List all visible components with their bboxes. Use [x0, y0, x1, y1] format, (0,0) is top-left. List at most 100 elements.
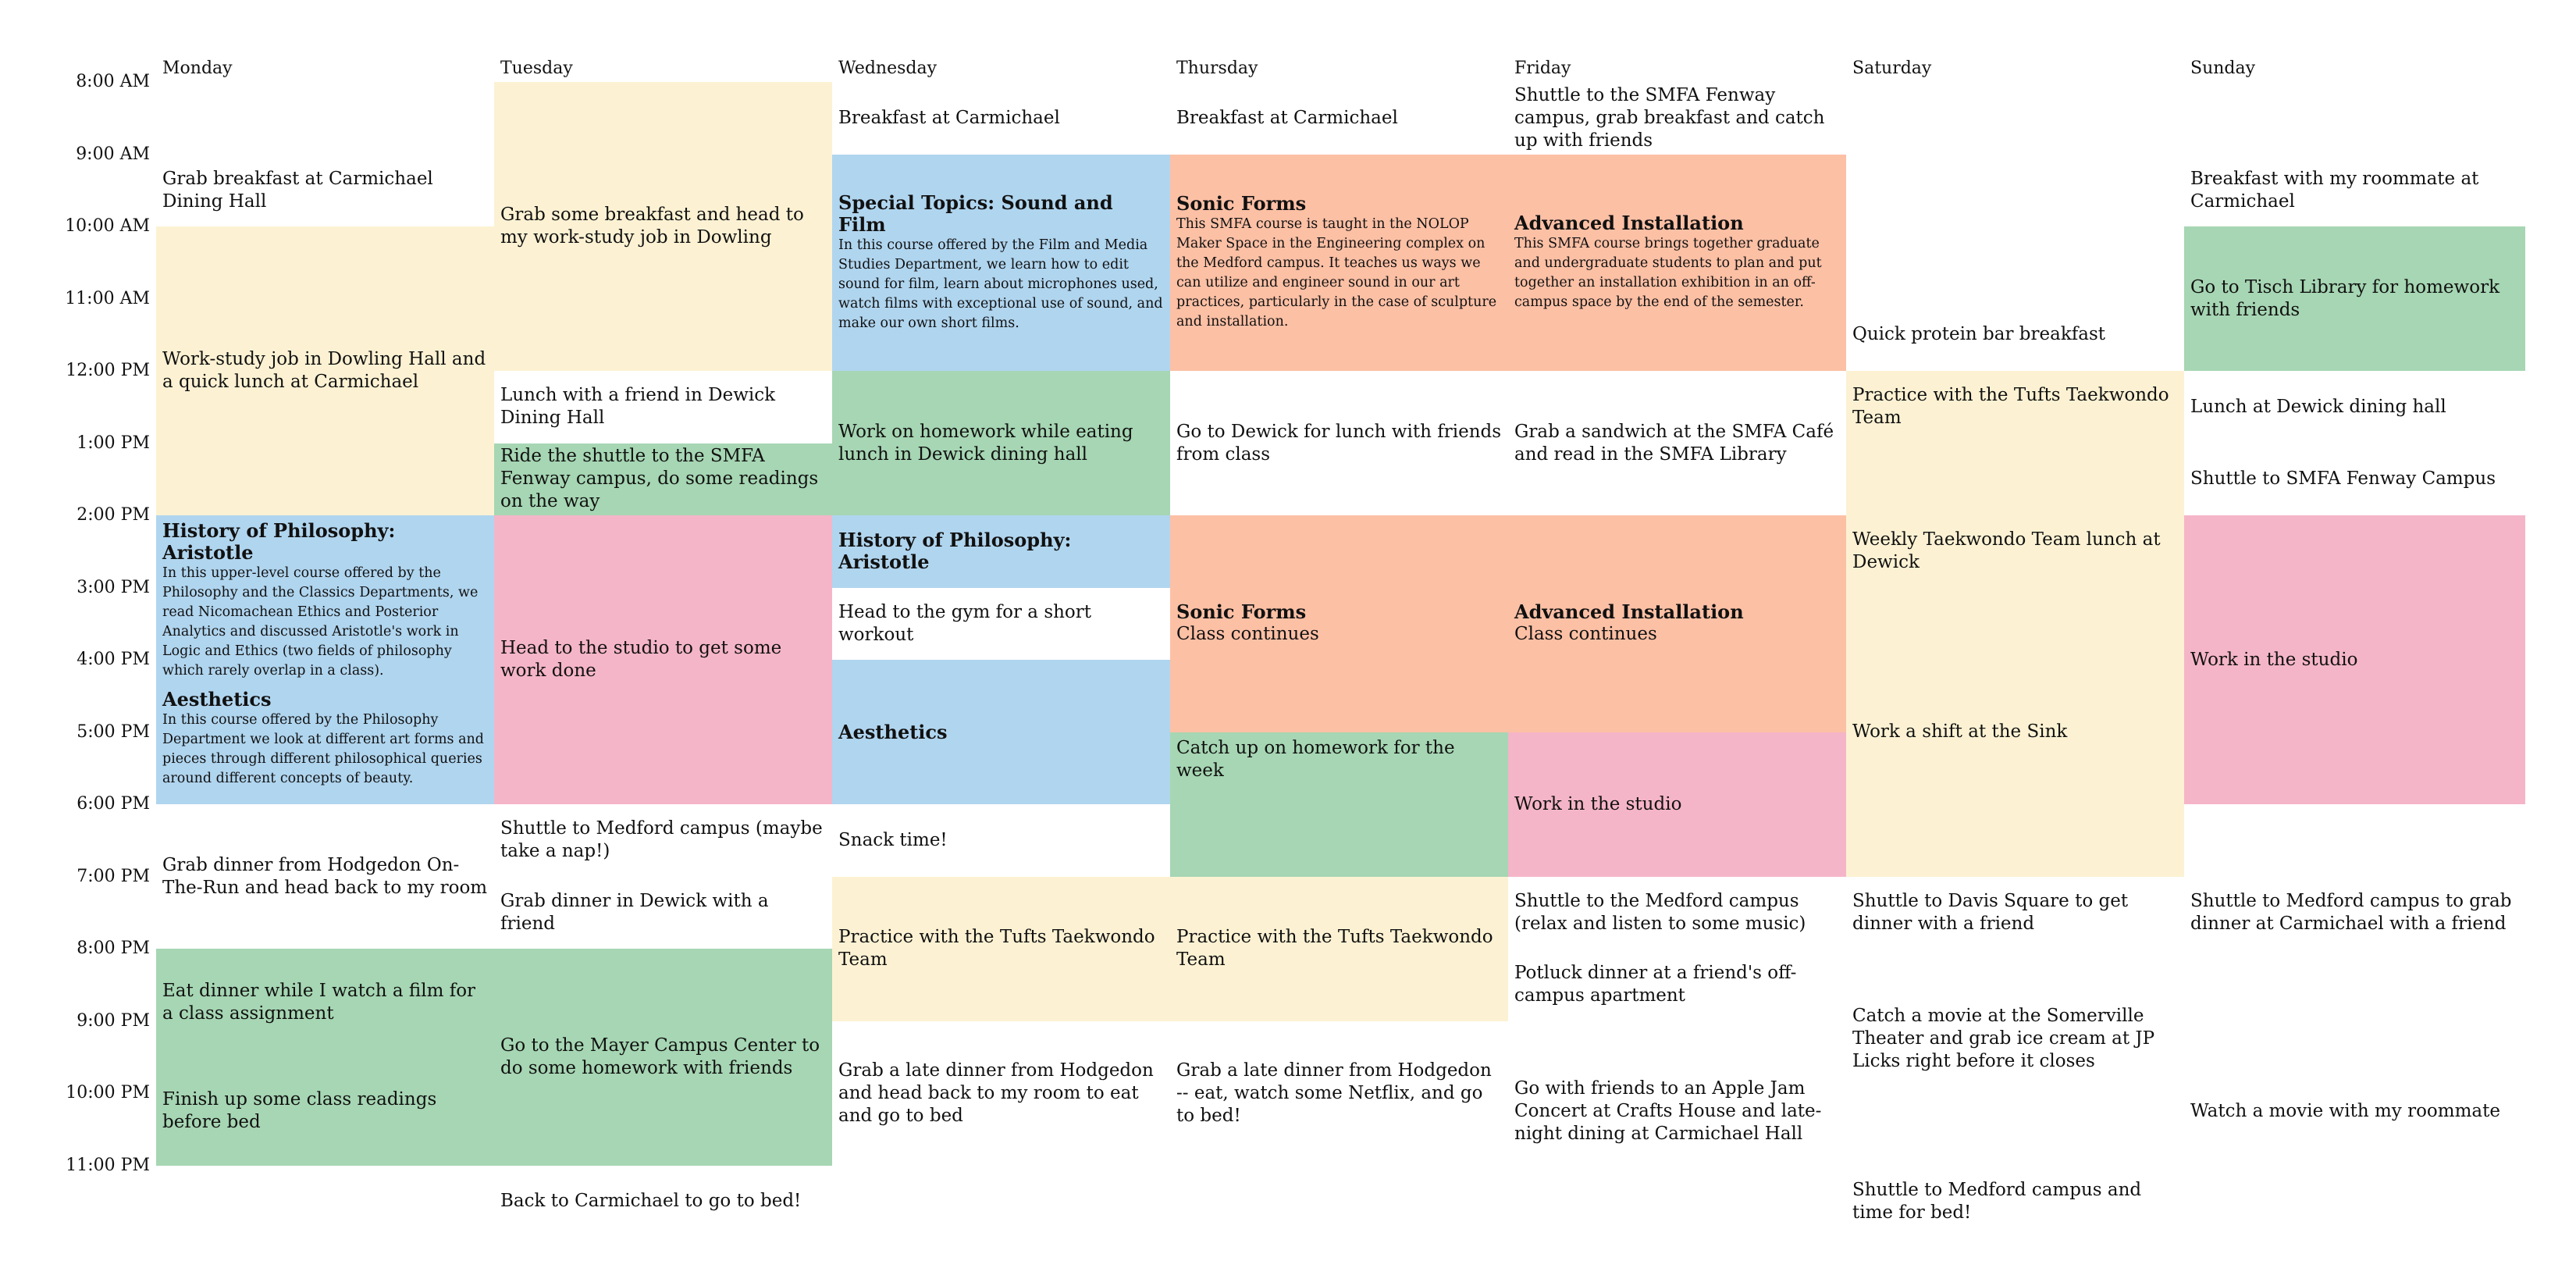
schedule-event[interactable]: Breakfast at Carmichael — [1170, 82, 1508, 155]
schedule-event[interactable]: Shuttle to Davis Square to get dinner wi… — [1846, 877, 2184, 949]
schedule-event[interactable]: Head to the studio to get some work done — [494, 515, 832, 804]
schedule-event[interactable]: Grab dinner from Hodgedon On-The-Run and… — [156, 804, 494, 949]
schedule-event[interactable]: Breakfast with my roommate at Carmichael — [2184, 155, 2525, 227]
schedule-event[interactable]: Work in the studio — [1508, 732, 1846, 877]
schedule-event[interactable]: Shuttle to the SMFA Fenway campus, grab … — [1508, 82, 1846, 155]
time-label: 5:00 PM — [76, 721, 150, 742]
schedule-event[interactable]: Go to Dewick for lunch with friends from… — [1170, 371, 1508, 515]
day-header-friday: Friday — [1514, 59, 1571, 78]
schedule-event[interactable]: Grab a sandwich at the SMFA Café and rea… — [1508, 371, 1846, 515]
schedule-event[interactable]: Shuttle to the Medford campus (relax and… — [1508, 877, 1846, 949]
day-header-monday: Monday — [162, 59, 233, 78]
schedule-event[interactable]: Go with friends to an Apple Jam Concert … — [1508, 1057, 1846, 1166]
event-text: Catch a movie at the Somerville Theater … — [1852, 1006, 2155, 1072]
event-text: Grab some breakfast and head to my work-… — [500, 205, 804, 248]
day-header-tuesday: Tuesday — [500, 59, 573, 78]
event-text: Back to Carmichael to go to bed! — [500, 1191, 802, 1212]
schedule-event[interactable]: Breakfast at Carmichael — [832, 82, 1170, 155]
course-title: Aesthetics — [162, 688, 272, 711]
schedule-event[interactable]: Quick protein bar breakfast — [1846, 299, 2184, 372]
event-text: Shuttle to Medford campus (maybe take a … — [500, 818, 823, 862]
day-header-thursday: Thursday — [1176, 59, 1258, 78]
event-text: Work in the studio — [2190, 649, 2358, 670]
schedule-event[interactable]: Finish up some class readings before bed — [156, 1056, 494, 1166]
event-text: Shuttle to the SMFA Fenway campus, grab … — [1514, 84, 1825, 151]
course-description: This SMFA course is taught in the NOLOP … — [1176, 216, 1497, 330]
schedule-event[interactable]: Watch a movie with my roommate — [2184, 1057, 2525, 1166]
schedule-event[interactable]: Practice with the Tufts Taekwondo Team We… — [1846, 371, 2184, 877]
time-label: 2:00 PM — [76, 505, 150, 525]
event-text: Head to the gym for a short workout — [838, 601, 1092, 645]
time-label: 10:00 AM — [65, 216, 150, 236]
schedule-event[interactable]: Grab breakfast at Carmichael Dining Hall — [156, 155, 494, 227]
event-text: Breakfast with my roommate at Carmichael — [2190, 168, 2479, 212]
schedule-event[interactable]: Lunch at Dewick dining hall — [2184, 371, 2525, 443]
schedule-event[interactable]: Work in the studio — [2184, 515, 2525, 804]
schedule-event[interactable]: Work-study job in Dowling Hall and a qui… — [156, 226, 494, 515]
schedule-event[interactable]: Shuttle to Medford campus and time for b… — [1846, 1166, 2184, 1238]
event-text: Practice with the Tufts Taekwondo Team — [1852, 385, 2169, 429]
time-label: 8:00 AM — [76, 72, 150, 91]
schedule-event[interactable]: Sonic Forms Class continues — [1170, 515, 1508, 732]
event-text: Grab a late dinner from Hodgedon and hea… — [838, 1060, 1154, 1126]
schedule-event[interactable]: Potluck dinner at a friend's off-campus … — [1508, 949, 1846, 1021]
time-label: 6:00 PM — [76, 794, 150, 814]
time-label: 9:00 AM — [76, 144, 150, 164]
time-label: 3:00 PM — [76, 577, 150, 597]
schedule-event[interactable]: Work on homework while eating lunch in D… — [832, 371, 1170, 515]
day-header-saturday: Saturday — [1852, 59, 1932, 78]
schedule-event[interactable]: Go to Tisch Library for homework with fr… — [2184, 226, 2525, 371]
course-title: Advanced Installation — [1514, 212, 1744, 235]
schedule-event[interactable]: Shuttle to SMFA Fenway Campus — [2184, 443, 2525, 516]
course-description: This SMFA course brings together graduat… — [1514, 236, 1822, 311]
time-label: 11:00 AM — [65, 288, 150, 308]
schedule-event[interactable]: Sonic Forms This SMFA course is taught in… — [1170, 154, 1508, 371]
course-title: Special Topics: Sound and Film — [838, 191, 1113, 236]
schedule-event[interactable]: Go to the Mayer Campus Center to do some… — [494, 949, 832, 1166]
time-label: 11:00 PM — [66, 1155, 150, 1175]
event-text: Eat dinner while I watch a film for a cl… — [162, 981, 476, 1024]
event-text: Shuttle to the Medford campus (relax and… — [1514, 890, 1806, 934]
schedule-event[interactable]: Practice with the Tufts Taekwondo Team — [1170, 876, 1508, 1021]
schedule-event[interactable]: History of Philosophy: Aristotle — [832, 515, 1170, 588]
event-text: Grab dinner from Hodgedon On-The-Run and… — [162, 854, 488, 898]
schedule-event[interactable]: Aesthetics — [832, 660, 1170, 804]
course-title: Sonic Forms — [1176, 600, 1307, 624]
time-label: 1:00 PM — [76, 433, 150, 453]
event-text: Ride the shuttle to the SMFA Fenway camp… — [500, 446, 819, 512]
schedule-event[interactable]: Special Topics: Sound and Film In this co… — [832, 154, 1170, 371]
schedule-event[interactable]: History of Philosophy: Aristotle In this … — [156, 515, 494, 804]
schedule-event[interactable]: Grab dinner in Dewick with a friend — [494, 877, 832, 949]
event-text: Potluck dinner at a friend's off-campus … — [1514, 963, 1797, 1006]
schedule-event[interactable]: Snack time! — [832, 804, 1170, 877]
event-text: Practice with the Tufts Taekwondo Team — [838, 927, 1155, 970]
event-text: Breakfast at Carmichael — [838, 107, 1060, 128]
schedule-event[interactable]: Head to the gym for a short workout — [832, 588, 1170, 661]
event-text: Shuttle to Medford campus to grab dinner… — [2190, 890, 2512, 934]
schedule-event[interactable]: Shuttle to Medford campus (maybe take a … — [494, 804, 832, 877]
schedule-event[interactable]: Eat dinner while I watch a film for a cl… — [156, 949, 494, 1057]
schedule-event[interactable]: Shuttle to Medford campus to grab dinner… — [2184, 877, 2525, 949]
course-title: History of Philosophy: Aristotle — [162, 519, 396, 564]
course-title: Sonic Forms — [1176, 192, 1307, 216]
day-header-wednesday: Wednesday — [838, 59, 938, 78]
event-text: Watch a movie with my roommate — [2190, 1100, 2500, 1121]
schedule-event[interactable]: Catch a movie at the Somerville Theater … — [1846, 985, 2184, 1093]
time-label: 9:00 PM — [76, 1010, 150, 1031]
event-text: Go with friends to an Apple Jam Concert … — [1514, 1078, 1822, 1144]
event-text: Snack time! — [838, 829, 948, 850]
time-label: 8:00 PM — [76, 939, 150, 958]
schedule-event[interactable]: Catch up on homework for the week — [1170, 732, 1508, 877]
schedule-event[interactable]: Grab some breakfast and head to my work-… — [494, 82, 832, 371]
schedule-event[interactable]: Back to Carmichael to go to bed! — [494, 1166, 832, 1238]
schedule-event[interactable]: Advanced Installation Class continues — [1508, 515, 1846, 732]
time-label: 12:00 PM — [66, 361, 150, 380]
schedule-event[interactable]: Lunch with a friend in Dewick Dining Hal… — [494, 371, 832, 443]
schedule-event[interactable]: Grab a late dinner from Hodgedon -- eat,… — [1170, 1021, 1508, 1166]
schedule-event[interactable]: Practice with the Tufts Taekwondo Team — [832, 876, 1170, 1021]
schedule-event[interactable]: Advanced Installation This SMFA course br… — [1508, 154, 1846, 371]
event-text: Quick protein bar breakfast — [1852, 324, 2106, 345]
schedule-event[interactable]: Ride the shuttle to the SMFA Fenway camp… — [494, 443, 832, 515]
schedule-event[interactable]: Grab a late dinner from Hodgedon and hea… — [832, 1021, 1170, 1166]
